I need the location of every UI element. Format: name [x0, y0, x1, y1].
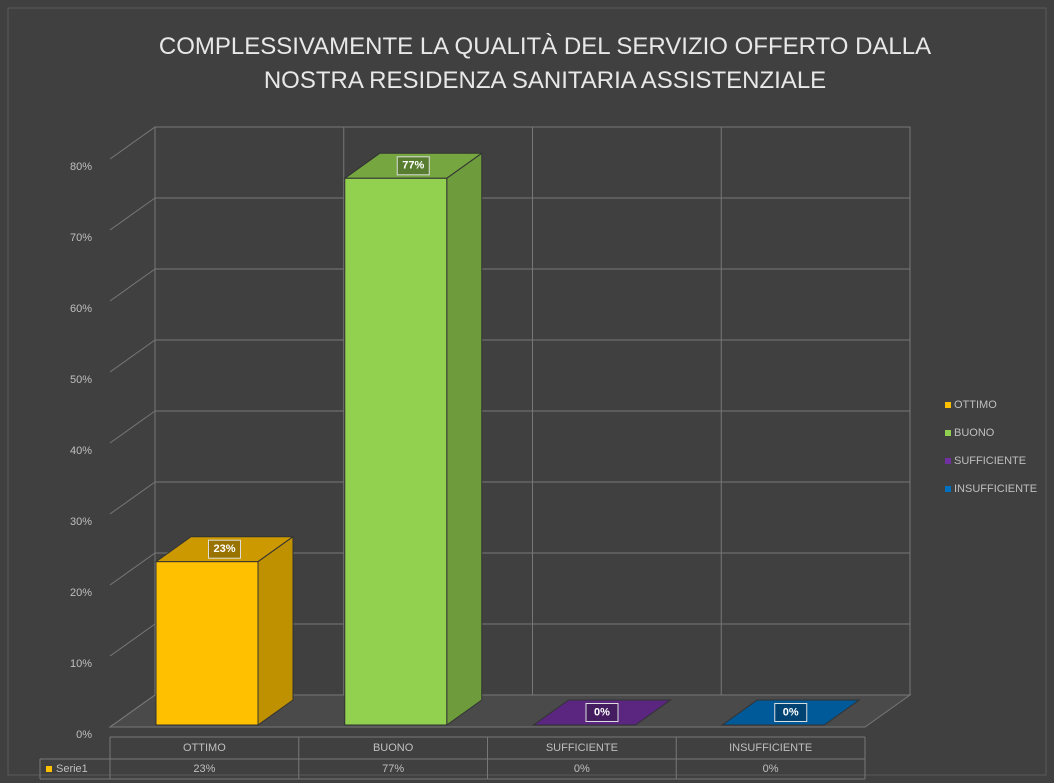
side-grid-line [109, 339, 156, 373]
value-label-box [396, 156, 430, 176]
side-grid-line [109, 623, 156, 657]
side-grid-line [109, 552, 156, 586]
x-tick-label: INSUFFICIENTE [729, 742, 812, 754]
legend-swatch [945, 402, 951, 408]
value-label-box [208, 539, 241, 559]
side-grid-line [109, 481, 156, 515]
value-label-box [774, 703, 808, 722]
value-label: 0% [594, 706, 610, 718]
table-key [46, 766, 52, 772]
y-tick-label: 20% [70, 587, 92, 599]
table-value: 0% [763, 763, 779, 775]
side-grid-line [109, 197, 156, 231]
chart-title: COMPLESSIVAMENTE LA QUALITÀ DEL SERVIZIO… [158, 33, 932, 94]
legend-swatch [945, 486, 951, 492]
y-tick-label: 10% [70, 658, 92, 670]
chart-border [7, 7, 1047, 776]
bar-side [257, 535, 294, 726]
legend-swatch [945, 430, 951, 436]
bar-side [446, 152, 483, 726]
y-tick-label: 0% [76, 729, 92, 741]
legend-swatch [945, 458, 951, 464]
value-label: 0% [783, 706, 799, 718]
side-grid-line [109, 694, 156, 728]
y-tick-label: 70% [70, 232, 92, 244]
side-grid-line [109, 126, 156, 160]
side-grid-line [109, 268, 156, 302]
y-tick-label: 40% [70, 445, 92, 457]
bar [155, 561, 259, 726]
table-series-name: Serie1 [56, 763, 88, 775]
value-label: 23% [213, 543, 235, 555]
y-tick-label: 80% [70, 161, 92, 173]
legend-label: INSUFFICIENTE [954, 483, 1037, 495]
legend-label: SUFFICIENTE [954, 455, 1026, 467]
y-tick-label: 60% [70, 303, 92, 315]
legend-label: OTTIMO [954, 399, 997, 411]
bar [344, 177, 448, 726]
y-tick-label: 50% [70, 374, 92, 386]
value-label: 77% [402, 160, 424, 172]
side-grid-line [109, 410, 156, 444]
table-value: 0% [574, 763, 590, 775]
x-tick-label: OTTIMO [183, 742, 226, 754]
table-value: 23% [193, 763, 215, 775]
y-tick-label: 30% [70, 516, 92, 528]
table-value: 77% [382, 763, 404, 775]
legend-label: BUONO [954, 427, 995, 439]
x-tick-label: BUONO [373, 742, 414, 754]
value-label-box [585, 703, 619, 722]
x-tick-label: SUFFICIENTE [546, 742, 618, 754]
